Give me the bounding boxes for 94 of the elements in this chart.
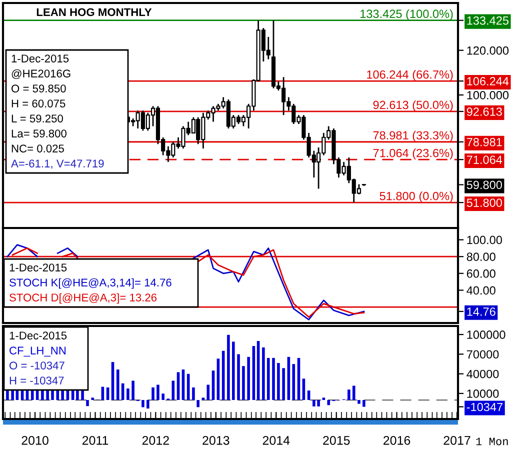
bar	[242, 366, 245, 400]
bar	[6, 390, 9, 400]
y-tick-label: 120.000	[467, 46, 509, 55]
bar	[322, 398, 326, 400]
bar	[202, 398, 205, 400]
bar	[142, 400, 144, 408]
bar	[162, 394, 164, 400]
y-tick-label: 106.244	[467, 77, 509, 86]
bar	[152, 387, 154, 400]
bar	[232, 342, 235, 400]
y-tick-label: 51.800	[466, 198, 502, 207]
annotation: L = 59.250	[12, 114, 63, 122]
annotation: NC= 0.025	[12, 144, 64, 152]
bar	[362, 400, 366, 407]
annotation: 1-Dec-2015	[10, 264, 67, 272]
y-tick-label: 80.00	[466, 252, 496, 261]
y-tick-label: 100000	[467, 330, 506, 339]
bar	[56, 390, 60, 400]
ref-line-label: 71.064 (23.6%)	[373, 148, 453, 160]
x-tick-label: 2011	[82, 436, 108, 445]
y-tick-label: 133.425	[467, 16, 509, 25]
y-tick-label: 59.800	[466, 180, 502, 190]
bar	[176, 372, 180, 400]
bar	[192, 387, 195, 400]
annotation: 1-Dec-2015	[10, 332, 67, 340]
annotation: O = 59.850	[12, 84, 66, 92]
y-tick-label: 10000	[467, 389, 499, 398]
bar	[86, 400, 89, 406]
bar	[277, 363, 280, 400]
bar	[348, 390, 350, 400]
bar	[227, 334, 230, 400]
annotation: O = -10347	[10, 362, 64, 370]
chart-title: LEAN HOG MONTHLY	[36, 8, 152, 16]
bar	[132, 380, 134, 400]
y-tick-label: 40000	[466, 370, 499, 378]
bar	[76, 390, 79, 400]
y-tick-label: 70000	[466, 350, 499, 359]
annotation: La= 59.800	[12, 130, 66, 138]
y-tick-label: 71.064	[466, 156, 502, 164]
bar	[51, 390, 54, 400]
bar	[41, 390, 44, 400]
x-tick-label: 2012	[142, 436, 169, 445]
bar	[156, 384, 160, 400]
bar	[46, 390, 49, 400]
bar	[11, 390, 14, 400]
bar	[292, 364, 296, 400]
bar	[30, 390, 34, 400]
y-tick-label: 78.981	[466, 138, 502, 146]
y-tick-label: 92.613	[466, 107, 502, 116]
text: CF_LH_NN	[10, 346, 66, 357]
bar	[237, 354, 240, 400]
ref-line-label: 133.425 (100.0%)	[360, 9, 453, 20]
y-tick-label: -10347	[466, 402, 502, 412]
annotation: A=-61.1, V=47.719	[11, 160, 104, 169]
bar	[262, 347, 265, 400]
bar	[302, 378, 306, 400]
ref-line-label: 78.981 (33.3%)	[373, 130, 453, 142]
bar	[282, 368, 285, 400]
x-tick-label: 2010	[22, 436, 48, 445]
bar	[116, 369, 120, 400]
text: STOCH D[@HE@A,3]= 13.26	[10, 293, 157, 304]
ref-line-label: 106.244 (66.7%)	[367, 70, 453, 82]
annotation: H = 60.075	[12, 100, 66, 108]
bar	[327, 400, 330, 406]
y-tick-label: 40.00	[466, 286, 496, 295]
y-tick-label: 14.76	[467, 307, 496, 316]
annotation: @HE2016G	[12, 69, 70, 79]
series-label: STOCH K[@HE@A,3,14]= 14.76	[10, 278, 172, 289]
bar	[81, 390, 84, 400]
y-tick-label: 100.000	[467, 91, 509, 100]
bar	[206, 384, 210, 400]
bar	[247, 356, 250, 400]
annotation: H = -10347	[10, 376, 64, 384]
text: 1 Mon	[476, 438, 508, 446]
y-tick-label: 60.00	[466, 269, 496, 278]
bar	[266, 358, 270, 400]
annotation: 1-Dec-2015	[12, 54, 69, 62]
x-tick-label: 2014	[262, 436, 290, 445]
x-tick-label: 2017	[444, 436, 470, 445]
bar	[352, 386, 356, 400]
x-tick-label: 2015	[323, 436, 350, 445]
bar	[196, 400, 200, 408]
x-tick-label: 2016	[384, 436, 410, 445]
ref-line-label: 92.613 (50.0%)	[373, 100, 453, 112]
bar	[61, 390, 64, 400]
bar	[358, 400, 360, 404]
y-tick-label: 100.00	[467, 236, 502, 244]
bar	[126, 388, 130, 400]
bar	[146, 400, 150, 409]
bar	[272, 358, 275, 400]
ref-line-label: 51.800 (0.0%)	[380, 192, 453, 203]
bar	[91, 398, 94, 400]
bar	[172, 380, 175, 400]
x-tick-label: 2013	[202, 436, 230, 445]
